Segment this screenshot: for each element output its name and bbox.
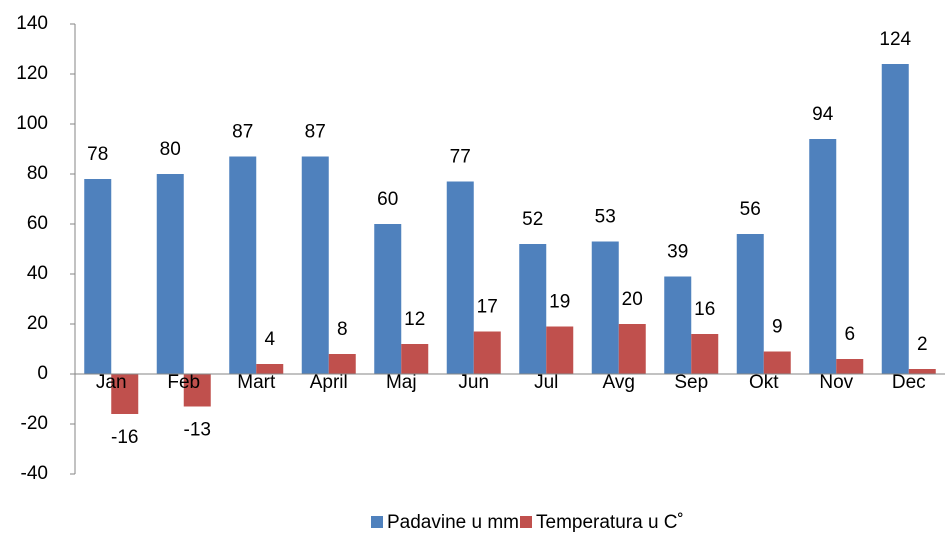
value-label: -16 (111, 427, 138, 448)
bar (183, 374, 211, 407)
x-tick-label: Maj (386, 372, 417, 393)
bar (881, 64, 909, 374)
bar (374, 224, 402, 374)
bar (301, 156, 329, 374)
value-label: 4 (264, 329, 275, 350)
value-label: 94 (812, 104, 834, 125)
value-label: 39 (667, 242, 688, 263)
value-label: 17 (477, 297, 498, 318)
x-tick-label: Avg (603, 372, 635, 393)
x-tick-label: Jul (534, 372, 558, 393)
y-tick-label: 80 (27, 163, 48, 184)
value-label: 124 (879, 29, 911, 50)
value-label: -13 (184, 420, 211, 441)
value-label: 60 (377, 189, 398, 210)
x-tick-label: Okt (749, 372, 779, 393)
y-tick-label: 100 (16, 113, 48, 134)
bar (519, 244, 547, 374)
value-label: 9 (772, 317, 783, 338)
value-label: 53 (595, 207, 616, 228)
y-tick-label: -40 (21, 463, 48, 484)
bar (763, 351, 791, 374)
bar (328, 354, 356, 374)
y-tick-label: -20 (21, 413, 48, 434)
value-label: 12 (404, 309, 425, 330)
bar (809, 139, 837, 374)
value-label: 80 (160, 139, 181, 160)
legend-swatch (520, 516, 532, 528)
x-tick-label: Dec (892, 372, 926, 393)
x-tick-label: April (310, 372, 348, 393)
bar (736, 234, 764, 374)
bar (156, 174, 184, 374)
y-tick-label: 0 (37, 363, 48, 384)
y-tick-label: 20 (27, 313, 48, 334)
value-label: 77 (450, 147, 471, 168)
bar (446, 181, 474, 374)
x-tick-label: Jun (458, 372, 489, 393)
bar (836, 359, 864, 374)
value-label: 2 (917, 334, 928, 355)
bar (111, 374, 139, 414)
value-label: 52 (522, 209, 543, 230)
bar (473, 331, 501, 374)
value-label: 87 (232, 122, 253, 143)
bar (618, 324, 646, 374)
y-tick-label: 120 (16, 63, 48, 84)
y-tick-label: 40 (27, 263, 48, 284)
bar (256, 364, 284, 374)
x-tick-label: Mart (237, 372, 276, 393)
x-tick-label: Feb (167, 372, 200, 393)
bar (229, 156, 257, 374)
x-tick-label: Nov (819, 372, 853, 393)
bar (84, 179, 112, 374)
value-label: 78 (87, 144, 108, 165)
value-label: 56 (740, 199, 761, 220)
x-tick-label: Sep (674, 372, 708, 393)
bar (401, 344, 429, 374)
bar (664, 276, 692, 374)
x-tick-label: Jan (96, 372, 127, 393)
value-label: 87 (305, 122, 326, 143)
bar (908, 369, 936, 374)
value-label: 8 (337, 319, 348, 340)
y-tick-label: 140 (16, 13, 48, 34)
value-label: 19 (549, 292, 570, 313)
legend-swatch (371, 516, 383, 528)
value-label: 20 (622, 289, 643, 310)
bar (691, 334, 719, 374)
y-tick-label: 60 (27, 213, 48, 234)
value-label: 16 (694, 299, 715, 320)
bar (591, 241, 619, 374)
bar (546, 326, 574, 374)
legend-label: Padavine u mm (387, 512, 519, 533)
legend-label: Temperatura u C˚ (536, 512, 684, 533)
value-label: 6 (844, 324, 855, 345)
